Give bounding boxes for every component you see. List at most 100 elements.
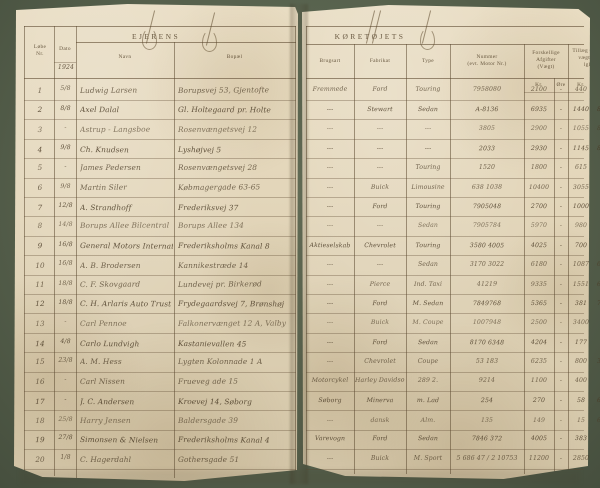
colhdr-dato-line1: Dato [59, 46, 71, 52]
cell-til-ore: 60 [596, 397, 600, 405]
row-rule-right [306, 391, 584, 392]
left-table: EJERENS Løbe Nr. Dato 1924 [14, 4, 298, 481]
colhdr-nummer: Nummer (evt. Motor Nr.) [450, 54, 524, 68]
cell-brugsart: --- [326, 280, 334, 288]
colhdr-dato-year: 1924 [57, 64, 75, 71]
cell-fabrikat: dansk [370, 416, 390, 424]
cell-afg-ore: - [559, 105, 563, 113]
cell-bopael: Kroevej 14, Søborg [177, 396, 252, 406]
cell-dato: 5/8 [60, 84, 71, 92]
cell-type: Ind. Taxi [413, 280, 443, 288]
cell-navn: J. C. Andersen [79, 396, 135, 406]
row-rule-left [24, 332, 296, 334]
cell-afg-ore: - [559, 397, 563, 405]
ink-curl-1 [142, 28, 157, 50]
cell-navn: C. H. Arlaris Auto Trust [79, 299, 172, 309]
cell-brugsart: --- [326, 339, 334, 347]
cell-nummer: 135 [480, 416, 494, 424]
row-rule-left [24, 177, 296, 179]
vrule-fabrikat [406, 44, 407, 474]
cell-brugsart: --- [326, 455, 334, 463]
row-rule-left [24, 100, 296, 101]
cell-type: --- [424, 125, 432, 133]
cell-bopael: Købmagergade 63-65 [177, 182, 261, 192]
cell-til-ore: 60 [596, 416, 600, 424]
cell-lobe-nr: 7 [37, 202, 43, 212]
cell-til-ore: 60 [596, 280, 600, 288]
cell-dato: - [64, 376, 67, 384]
cell-til-kr: 2850 [572, 455, 590, 463]
cell-navn: Carl Pennoe [79, 318, 127, 328]
cell-til-ore: - [595, 86, 600, 93]
cell-bopael: Lygten Kolonnade 1 A [178, 357, 263, 367]
cell-fabrikat: Ford [372, 85, 388, 93]
cell-lobe-nr: 18 [35, 416, 45, 426]
cell-til-ore: - [595, 164, 600, 171]
cell-lobe-nr: 11 [35, 280, 45, 290]
cell-til-kr: 1145 [572, 145, 590, 153]
cell-lobe-nr: 4 [37, 144, 43, 154]
cell-bopael: Frederiksholms Kanal 8 [177, 241, 270, 251]
cell-til-ore: 80 [596, 105, 600, 113]
cell-fabrikat: Ford [372, 299, 388, 307]
cell-dato: 9/8 [60, 144, 71, 152]
cell-navn: Ludwig Larsen [79, 85, 138, 95]
cell-navn: Borups Allee Bilcentral [79, 220, 170, 231]
page-edge-wear-bottom [20, 470, 580, 484]
row-rule-left [24, 449, 296, 451]
row-rule-right [306, 332, 584, 334]
row-rule-right [306, 294, 584, 295]
cell-afg-kr: 2930 [530, 145, 548, 153]
cell-bopael: Frederiksvej 37 [177, 202, 239, 212]
row-rule-left [24, 197, 296, 198]
cell-til-kr: 15 [576, 416, 586, 424]
cell-nummer: 2033 [478, 145, 496, 153]
cell-bopael: Falkonervænget 12 A, Valby [177, 318, 287, 328]
cell-brugsart: --- [326, 125, 334, 133]
cell-lobe-nr: 5 [37, 163, 43, 173]
cell-navn: C. F. Skovgaard [79, 280, 141, 290]
cell-type: 289 2. [417, 377, 439, 385]
cell-lobe-nr: 6 [37, 182, 43, 192]
cell-afg-ore: - [559, 221, 563, 229]
cell-afg-kr: 1800 [530, 163, 548, 171]
cell-type: Coupe [417, 357, 439, 365]
cell-fabrikat: Ford [372, 435, 388, 443]
colhdr-brugsart: Brugsart [319, 58, 341, 64]
cell-lobe-nr: 9 [37, 241, 43, 251]
row-rule-left [24, 274, 296, 276]
row-rule-right [306, 449, 584, 451]
cell-navn: Astrup - Langsboe [79, 124, 151, 134]
colhdr-dato: Dato [54, 46, 76, 53]
cell-brugsart: --- [326, 319, 334, 327]
cell-afg-kr: 6180 [530, 261, 548, 269]
cell-til-ore: 30 [595, 358, 600, 365]
cell-navn: General Motors International [79, 241, 174, 251]
cell-afg-kr: 6235 [530, 357, 548, 365]
cell-afg-kr: 2100 [530, 85, 548, 93]
cell-navn: Ch. Knudsen [79, 144, 129, 155]
cell-afg-ore: - [559, 163, 563, 171]
cell-type: Sedan [417, 339, 439, 347]
cell-fabrikat: --- [376, 145, 384, 153]
row-rule-right [306, 158, 584, 160]
row-rule-left [24, 371, 296, 373]
row-rule-right [306, 468, 584, 470]
cell-afg-ore: - [559, 125, 563, 133]
row-rule-right [306, 119, 584, 121]
row-rule-right [306, 313, 584, 315]
colhdr-fabrikat: Fabrikat [369, 58, 391, 64]
cell-til-kr: 615 [574, 163, 588, 171]
row-rule-right [306, 429, 584, 431]
cell-fabrikat: --- [376, 261, 384, 269]
right-group-header: KØRETØJETS [334, 32, 406, 41]
cell-type: m. Lad [416, 397, 440, 405]
cell-afg-ore: - [559, 455, 563, 463]
cell-navn: Carl Nissen [79, 376, 126, 386]
cell-nummer: 7905048 [472, 203, 502, 211]
cell-nummer: 1007948 [472, 319, 502, 327]
cell-fabrikat: Buick [370, 319, 390, 327]
cell-brugsart: --- [326, 221, 334, 229]
vrule-lobe [54, 26, 55, 476]
cell-nummer: 638 1038 [471, 183, 503, 191]
